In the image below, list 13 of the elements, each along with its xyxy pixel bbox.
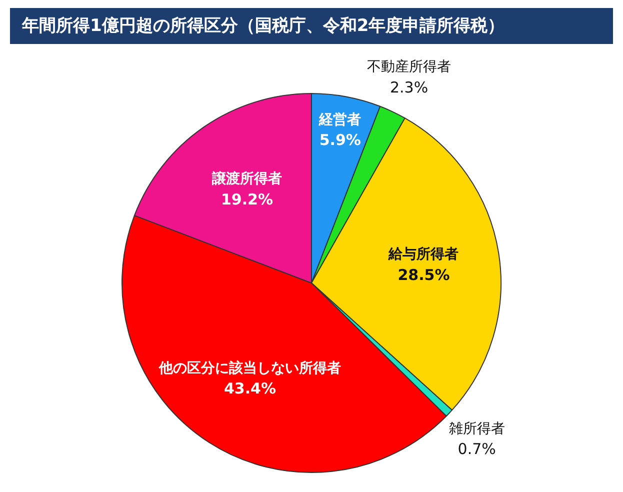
data-label: 28.5% <box>398 266 450 284</box>
slice-label: 譲渡所得者 <box>211 170 282 188</box>
data-label: 5.9% <box>319 131 361 150</box>
data-label: 19.2% <box>220 190 274 208</box>
data-label: 2.3% <box>390 78 428 96</box>
data-label: 0.7% <box>458 440 496 458</box>
slice-label: 他の区分に該当しない所得者 <box>158 359 341 376</box>
slice-label: 不動産所得者 <box>367 59 452 76</box>
slice-label: 雑所得者 <box>448 420 505 437</box>
data-label: 43.4% <box>224 380 276 398</box>
slice-label: 経営者 <box>318 112 362 128</box>
chart-title: 年間所得1億円超の所得区分（国税庁、令和2年度申請所得税） <box>10 8 613 44</box>
slice-label: 給与所得者 <box>388 246 459 262</box>
